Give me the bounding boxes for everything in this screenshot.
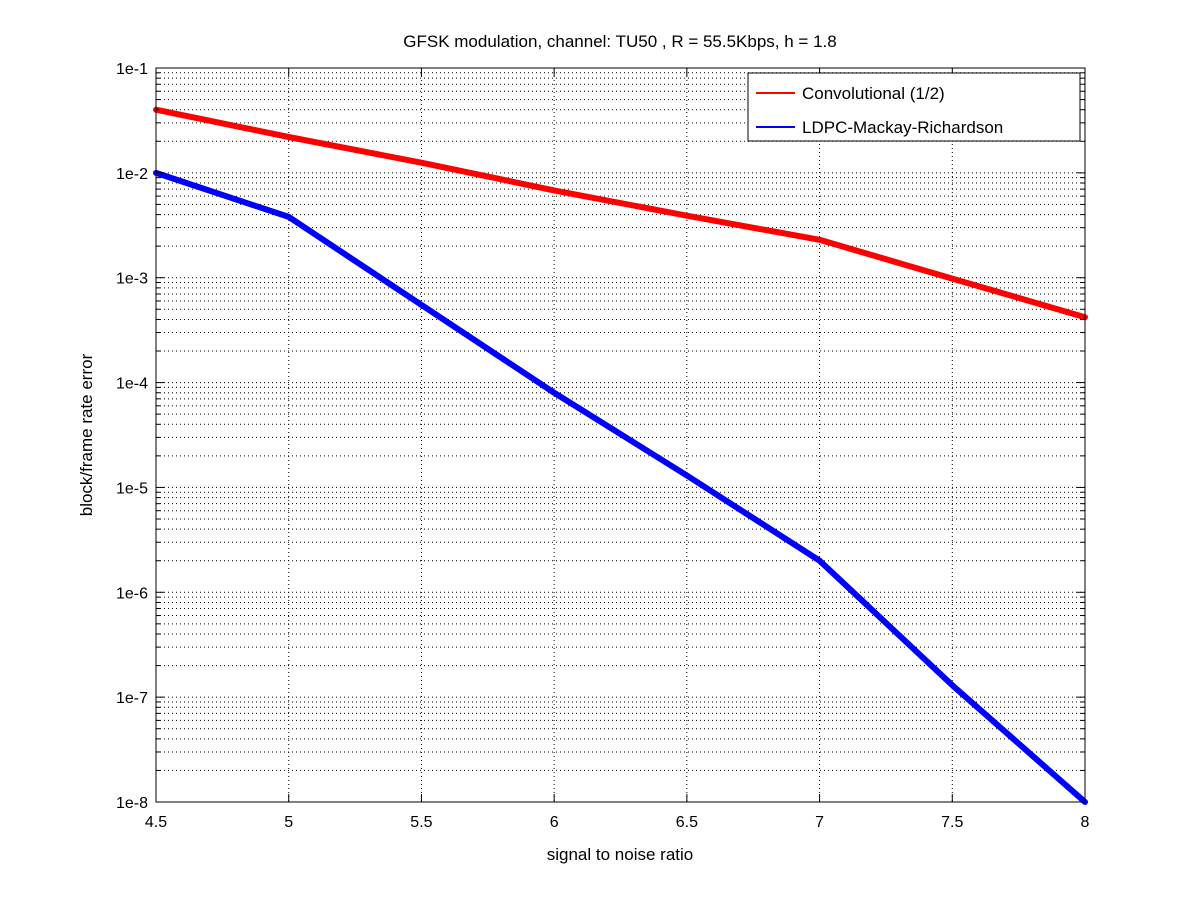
x-tick-label: 4.5 bbox=[145, 814, 167, 831]
series-layer bbox=[153, 106, 1088, 805]
y-tick-label: 1e-8 bbox=[116, 795, 148, 812]
y-tick-label: 1e-6 bbox=[116, 585, 148, 602]
x-tick-labels: 4.5 5 5.5 6 6.5 7 7.5 8 bbox=[145, 814, 1090, 831]
plot-frame bbox=[155, 67, 1086, 803]
legend: Convolutional (1/2) LDPC-Mackay-Richards… bbox=[747, 72, 1081, 142]
series-line-0 bbox=[153, 106, 1088, 321]
x-axis-label: signal to noise ratio bbox=[547, 845, 693, 864]
y-tick-label: 1e-2 bbox=[116, 166, 148, 183]
series-line-1 bbox=[153, 169, 1088, 805]
chart-title: GFSK modulation, channel: TU50 , R = 55.… bbox=[403, 32, 836, 51]
x-tick-label: 5 bbox=[284, 814, 293, 831]
y-tick-labels: 1e-8 1e-7 1e-6 1e-5 1e-4 1e-3 1e-2 1e-1 bbox=[116, 61, 148, 812]
y-tick-label: 1e-3 bbox=[116, 271, 148, 288]
legend-label-ldpc: LDPC-Mackay-Richardson bbox=[802, 118, 1003, 137]
x-tick-label: 6.5 bbox=[676, 814, 698, 831]
x-tick-label: 5.5 bbox=[410, 814, 432, 831]
x-tick-label: 8 bbox=[1081, 814, 1090, 831]
y-tick-label: 1e-7 bbox=[116, 690, 148, 707]
legend-label-convolutional: Convolutional (1/2) bbox=[802, 84, 945, 103]
y-tick-label: 1e-1 bbox=[116, 61, 148, 78]
x-tick-label: 7 bbox=[815, 814, 824, 831]
x-tick-label: 6 bbox=[550, 814, 559, 831]
y-tick-label: 1e-5 bbox=[116, 480, 148, 497]
y-axis-label: block/frame rate error bbox=[77, 353, 96, 516]
legend-box bbox=[747, 72, 1081, 142]
y-tick-label: 1e-4 bbox=[116, 376, 148, 393]
x-tick-label: 7.5 bbox=[941, 814, 963, 831]
